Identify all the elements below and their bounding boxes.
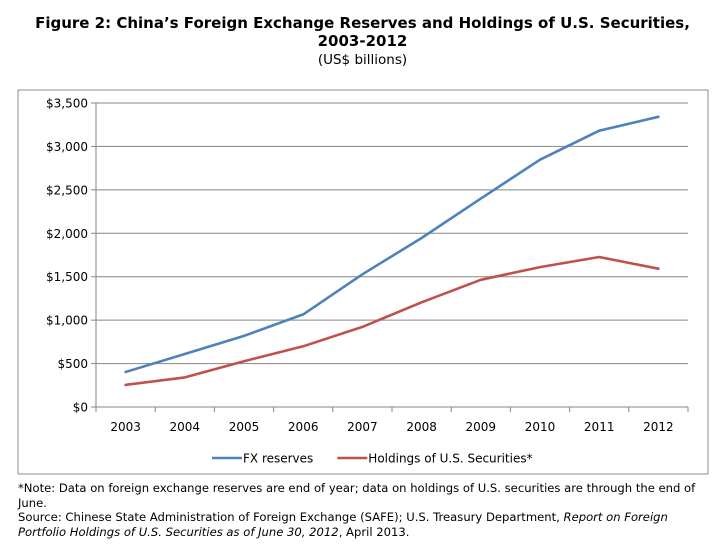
x-tick-label: 2007 xyxy=(347,420,378,434)
chart-title: Figure 2: China’s Foreign Exchange Reser… xyxy=(0,14,725,50)
x-tick-label: 2009 xyxy=(466,420,497,434)
source-report-title: Report on Foreign Portfolio Holdings of … xyxy=(18,510,668,539)
x-tick-label: 2005 xyxy=(229,420,260,434)
source-prefix: Source: Chinese State Administration of … xyxy=(18,510,564,524)
x-tick-label: 2008 xyxy=(406,420,437,434)
note-text: *Note: Data on foreign exchange reserves… xyxy=(18,481,696,510)
legend-label: Holdings of U.S. Securities* xyxy=(368,452,532,466)
x-tick-label: 2012 xyxy=(643,420,674,434)
y-tick-label: $2,500 xyxy=(46,183,88,197)
x-tick-label: 2004 xyxy=(170,420,201,434)
gridlines xyxy=(96,102,688,365)
source-suffix: , April 2013. xyxy=(338,524,410,539)
y-tick-label: $3,000 xyxy=(46,140,88,154)
y-axis-tick-labels: $0 $500 $1,000 $1,500 $2,000 $2,500 $3,000 $3,5… xyxy=(46,97,88,415)
y-tick-label: $2,000 xyxy=(46,227,88,241)
series-lines xyxy=(124,115,660,387)
chart-title-line2: 2003-2012 xyxy=(317,32,408,50)
footnotes: *Note: Data on foreign exchange reserves… xyxy=(18,481,718,539)
x-tick-label: 2011 xyxy=(584,420,615,434)
y-tick-label: $1,000 xyxy=(46,314,88,328)
x-tick-label: 2003 xyxy=(110,420,141,434)
legend-label: FX reserves xyxy=(243,452,313,466)
x-tick-label: 2010 xyxy=(525,420,556,434)
axes xyxy=(91,102,689,412)
y-tick-label: $1,500 xyxy=(46,270,88,284)
source-text: Source: Chinese State Administration of … xyxy=(18,510,718,539)
chart-title-line1: Figure 2: China’s Foreign Exchange Reser… xyxy=(35,14,690,32)
x-axis-tick-labels: 2003 2004 2005 2006 2007 2008 2009 2010 2011 2012 xyxy=(110,420,673,434)
y-tick-label: $500 xyxy=(57,357,88,371)
legend: FX reserves Holdings of U.S. Securities* xyxy=(212,452,533,466)
chart-subtitle: (US$ billions) xyxy=(317,52,408,68)
y-tick-label: $0 xyxy=(73,401,88,415)
y-tick-label: $3,500 xyxy=(46,97,88,111)
series-line-fx-reserves xyxy=(124,115,660,374)
chart-frame xyxy=(17,89,709,475)
x-tick-label: 2006 xyxy=(288,420,319,434)
series-line-holdings-of-u-s-securities xyxy=(124,255,660,387)
